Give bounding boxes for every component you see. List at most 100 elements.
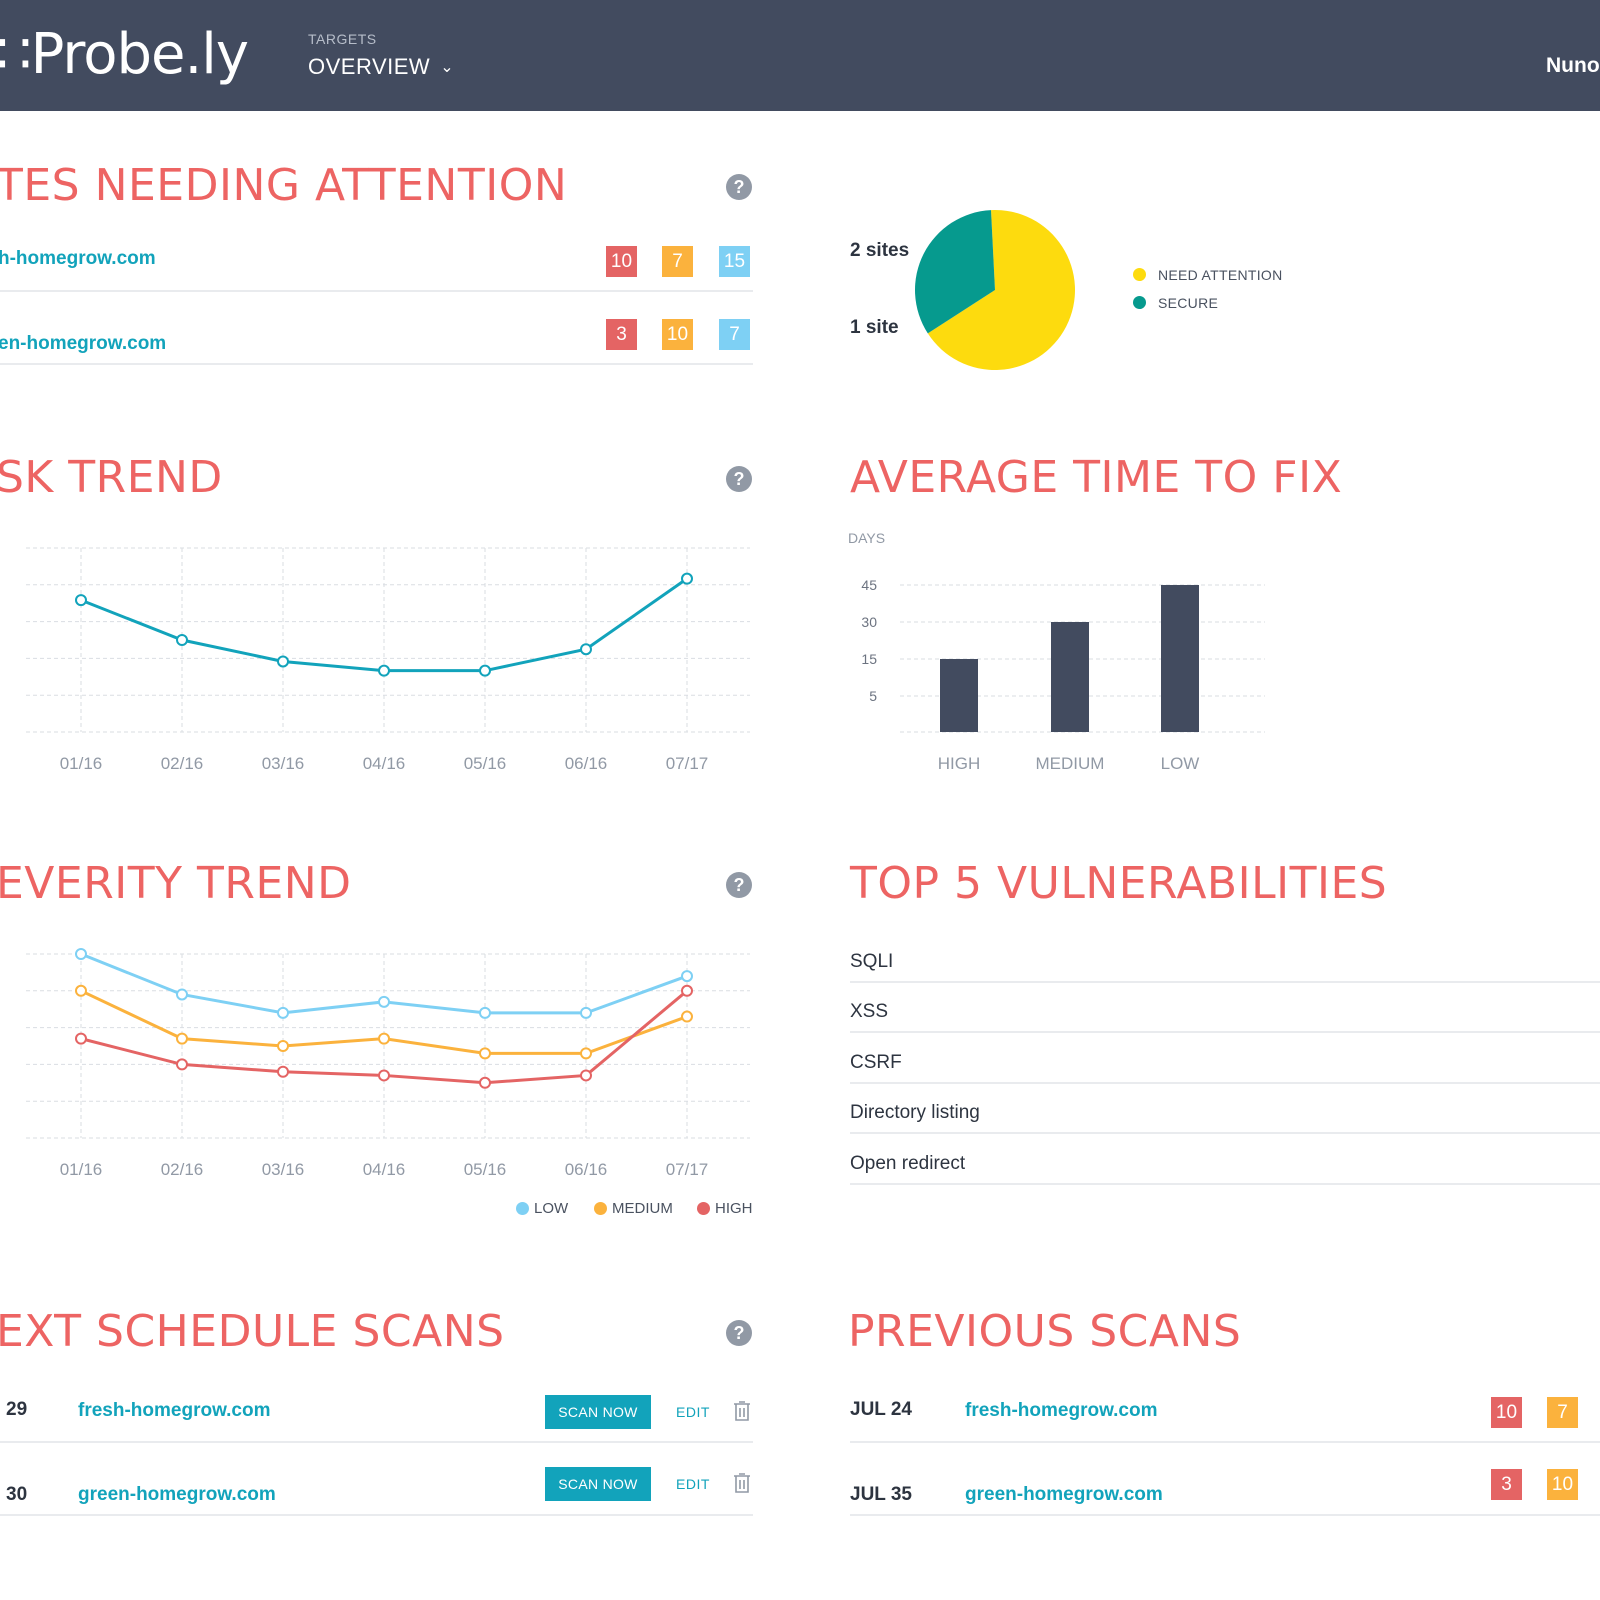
overview-dropdown-label: OVERVIEW (308, 54, 431, 79)
legend-dot-high (697, 1202, 710, 1215)
sites-needing-attention-title: TES NEEDING ATTENTION (0, 160, 568, 211)
x-tick-label: 03/16 (262, 754, 305, 773)
data-point (580, 1047, 592, 1060)
previous-scan-date: JUL 24 (850, 1399, 912, 1420)
data-point (277, 1040, 289, 1052)
row-divider (850, 1031, 1600, 1033)
high-count-badge: 3 (1491, 1469, 1522, 1500)
legend-dot-medium (594, 1202, 607, 1215)
scan-now-button[interactable]: SCAN NOW (545, 1395, 651, 1429)
help-icon[interactable]: ? (726, 174, 752, 200)
row-divider (850, 1082, 1600, 1084)
data-point (277, 1006, 289, 1019)
previous-site-link[interactable]: green-homegrow.com (965, 1484, 1163, 1505)
scheduled-site-link[interactable]: fresh-homegrow.com (78, 1400, 271, 1421)
data-point (75, 594, 87, 607)
top-navigation-bar: ∷Probe.ly TARGETS OVERVIEW ⌄ Nuno (0, 0, 1600, 111)
site-status-pie-chart (915, 210, 1075, 370)
row-divider (850, 981, 1600, 983)
medium-count-badge: 7 (662, 246, 693, 277)
x-tick-label: LOW (1161, 754, 1200, 773)
x-tick-label: 06/16 (565, 1160, 608, 1179)
legend-secure: SECURE (1158, 295, 1219, 311)
medium-count-badge: 10 (662, 319, 693, 350)
x-tick-label: 05/16 (464, 754, 507, 773)
edit-button[interactable]: EDIT (676, 1404, 710, 1420)
attention-site-link[interactable]: h-homegrow.com (0, 248, 156, 269)
data-point (75, 984, 87, 997)
probely-logo[interactable]: ∷Probe.ly (0, 22, 249, 87)
bar (1161, 585, 1199, 732)
y-axis-label: DAYS (848, 530, 885, 546)
data-point (681, 572, 693, 585)
average-time-to-fix-chart: DAYS 45 30 15 5 HIGH MEDIUM LOW (848, 530, 1265, 773)
scheduled-site-link[interactable]: green-homegrow.com (78, 1484, 276, 1505)
high-count-badge: 3 (606, 319, 637, 350)
vulnerability-item[interactable]: XSS (850, 1001, 889, 1022)
help-icon[interactable]: ? (726, 872, 752, 898)
data-point (580, 1006, 592, 1019)
row-divider (0, 363, 753, 365)
user-menu[interactable]: Nuno (1546, 54, 1600, 77)
overview-dropdown[interactable]: OVERVIEW ⌄ (308, 54, 454, 80)
data-point (580, 643, 592, 656)
previous-site-link[interactable]: fresh-homegrow.com (965, 1400, 1158, 1421)
data-point (378, 664, 390, 677)
low-count-badge: 15 (719, 246, 750, 277)
attention-site-link[interactable]: en-homegrow.com (0, 333, 167, 354)
risk-trend-title: SK TREND (0, 452, 223, 503)
data-point (378, 1032, 390, 1045)
legend-low: LOW (534, 1200, 569, 1217)
row-divider (0, 1441, 753, 1443)
x-tick-label: 02/16 (161, 1160, 204, 1179)
trash-icon[interactable] (732, 1400, 752, 1422)
help-icon[interactable]: ? (726, 1320, 752, 1346)
x-tick-label: 01/16 (60, 1160, 103, 1179)
data-point (681, 970, 693, 983)
pie-slice (915, 210, 995, 334)
data-point (479, 1006, 491, 1019)
risk-trend-chart: 01/16 02/16 03/16 04/16 05/16 06/16 07/17 (26, 547, 750, 773)
row-divider (0, 1514, 753, 1516)
data-point (176, 1058, 188, 1071)
edit-button[interactable]: EDIT (676, 1476, 710, 1492)
x-tick-label: 03/16 (262, 1160, 305, 1179)
severity-trend-title: EVERITY TREND (0, 858, 352, 909)
data-point (580, 1069, 592, 1082)
help-icon[interactable]: ? (726, 466, 752, 492)
data-point (277, 1065, 289, 1078)
x-tick-label: 07/17 (666, 754, 709, 773)
trash-icon[interactable] (732, 1472, 752, 1494)
vulnerability-item[interactable]: SQLI (850, 951, 894, 972)
vulnerability-item[interactable]: Open redirect (850, 1153, 966, 1174)
high-count-badge: 10 (1491, 1397, 1522, 1428)
data-point (378, 1069, 390, 1082)
x-tick-label: 07/17 (666, 1160, 709, 1179)
data-point (681, 984, 693, 997)
medium-count-badge: 7 (1547, 1397, 1578, 1428)
legend-high: HIGH (715, 1200, 753, 1217)
pie-label-need-attention: 2 sites (850, 240, 910, 261)
y-tick-label: 30 (861, 614, 877, 630)
medium-count-badge: 10 (1547, 1469, 1578, 1500)
vulnerability-item[interactable]: Directory listing (850, 1102, 980, 1123)
scheduled-date: 29 (6, 1399, 28, 1420)
x-tick-label: 01/16 (60, 754, 103, 773)
low-count-badge: 7 (719, 319, 750, 350)
legend-dot-need-attention (1133, 268, 1146, 281)
x-tick-label: 02/16 (161, 754, 204, 773)
bar (940, 659, 978, 732)
scan-now-button[interactable]: SCAN NOW (545, 1467, 651, 1501)
x-tick-label: 04/16 (363, 1160, 406, 1179)
x-tick-label: MEDIUM (1036, 754, 1105, 773)
legend-dot-low (516, 1202, 529, 1215)
pie-slice (927, 210, 1075, 370)
row-divider (0, 290, 753, 292)
x-tick-label: 04/16 (363, 754, 406, 773)
x-tick-label: 06/16 (565, 754, 608, 773)
vulnerability-item[interactable]: CSRF (850, 1052, 902, 1073)
average-time-to-fix-title: AVERAGE TIME TO FIX (850, 452, 1343, 503)
data-point (176, 1032, 188, 1045)
scheduled-date: 30 (6, 1484, 28, 1505)
previous-scan-date: JUL 35 (850, 1484, 912, 1505)
